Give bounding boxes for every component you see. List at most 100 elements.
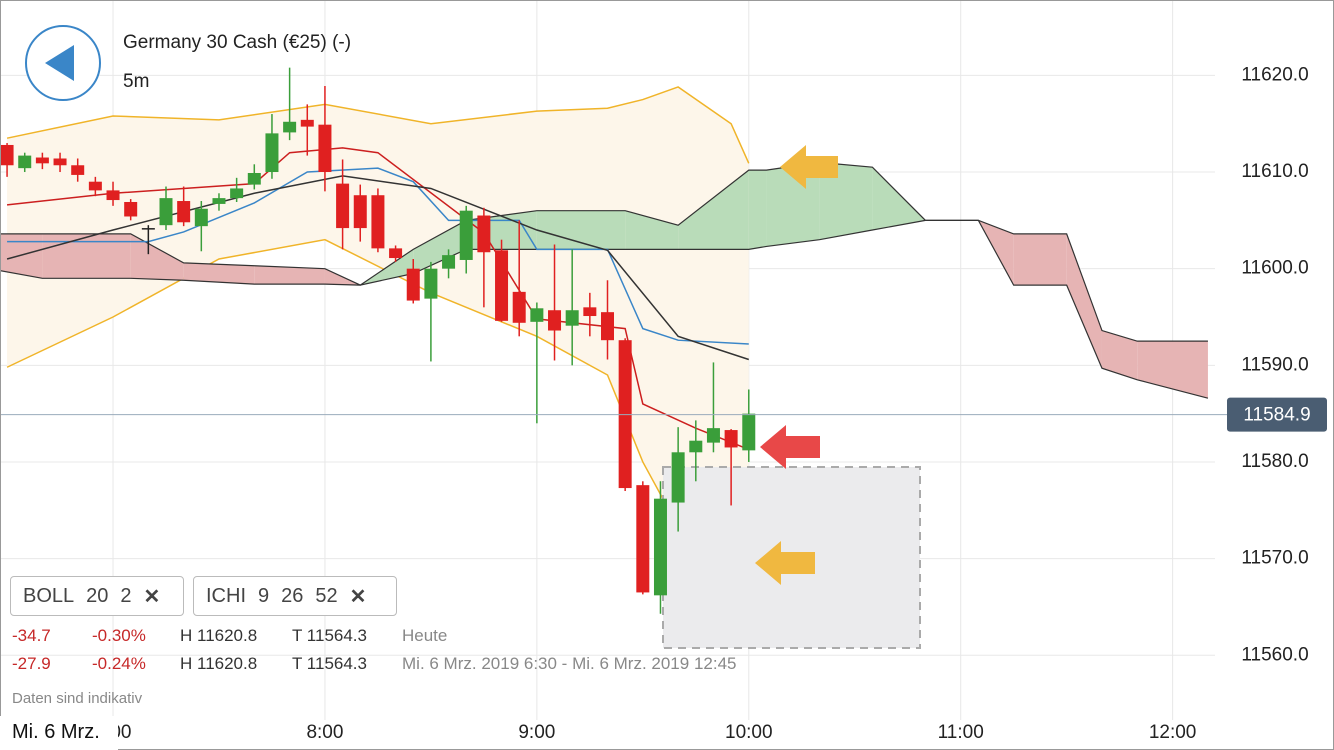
stat-low: T 11564.3 bbox=[292, 626, 367, 645]
back-icon bbox=[45, 45, 74, 81]
stat-change: -34.7 bbox=[12, 626, 51, 645]
indicator-line bbox=[7, 167, 749, 345]
cloud-fill bbox=[536, 210, 626, 250]
candle-body bbox=[159, 198, 173, 226]
candle-body bbox=[601, 312, 614, 341]
date-label: Mi. 6 Mrz. bbox=[0, 716, 118, 750]
candle-body bbox=[177, 201, 191, 223]
candle-body bbox=[459, 210, 473, 260]
y-tick-label: 11610.0 bbox=[1241, 161, 1308, 182]
candle-body bbox=[230, 188, 244, 199]
background-layer bbox=[0, 0, 1215, 720]
close-icon[interactable]: ✕ bbox=[143, 585, 161, 608]
y-tick-label: 11590.0 bbox=[1241, 354, 1308, 375]
indicator-name: BOLL bbox=[23, 584, 75, 607]
candle-body bbox=[424, 268, 438, 299]
price-label-bg bbox=[1227, 397, 1327, 432]
y-tick-label: 11600.0 bbox=[1241, 258, 1308, 279]
cloud-fill bbox=[413, 220, 467, 274]
candle-body bbox=[406, 268, 420, 301]
x-tick-label: 8:00 bbox=[306, 722, 343, 743]
stat-high: H 11620.8 bbox=[180, 626, 258, 645]
candle-body bbox=[636, 485, 650, 593]
candle-body bbox=[318, 124, 332, 173]
stat-period: Mi. 6 Mrz. 2019 6:30 - Mi. 6 Mrz. 2019 1… bbox=[402, 654, 737, 673]
interval: 5m bbox=[123, 71, 149, 92]
candle-body bbox=[353, 195, 367, 229]
candle-body bbox=[671, 452, 685, 503]
indicator-param: 2 bbox=[120, 584, 132, 607]
close-icon[interactable]: ✕ bbox=[349, 585, 367, 608]
cloud-fill bbox=[183, 262, 255, 285]
candle-body bbox=[689, 440, 703, 453]
cloud-fill bbox=[0, 233, 43, 279]
candle-body bbox=[371, 195, 385, 249]
cloud-fill bbox=[625, 210, 679, 250]
stat-change: -27.9 bbox=[12, 654, 51, 673]
arrow bbox=[780, 145, 838, 189]
cloud-fill bbox=[1066, 233, 1102, 369]
cloud-fill bbox=[678, 170, 749, 250]
title: Germany 30 Cash (€25) (-) bbox=[123, 32, 351, 53]
candle-body bbox=[18, 155, 32, 169]
candle-body bbox=[706, 428, 720, 443]
candle-body bbox=[71, 165, 85, 175]
candle-body bbox=[336, 183, 350, 229]
cloud-fill bbox=[254, 265, 325, 285]
stat-high: H 11620.8 bbox=[180, 654, 258, 673]
y-tick-label: 11580.0 bbox=[1241, 451, 1308, 472]
candle-body bbox=[106, 190, 120, 201]
candle-body bbox=[141, 228, 155, 230]
x-tick-label: 10:00 bbox=[725, 722, 773, 743]
x-tick-label: 9:00 bbox=[518, 722, 555, 743]
x-tick-label: 12:00 bbox=[1149, 722, 1197, 743]
indicator-chip[interactable]: BOLL 20 2 ✕ bbox=[10, 576, 184, 616]
y-tick-label: 11620.0 bbox=[1241, 64, 1308, 85]
candle-body bbox=[512, 291, 526, 323]
band-fill bbox=[7, 86, 749, 560]
indicator-param: 26 bbox=[281, 584, 304, 607]
candle-body bbox=[53, 158, 67, 166]
stat-percent: -0.24% bbox=[92, 654, 146, 673]
candle-body bbox=[548, 310, 562, 331]
y-tick-label: 11560.0 bbox=[1241, 644, 1308, 665]
cloud-fill bbox=[819, 162, 873, 240]
indicator-param: 20 bbox=[86, 584, 109, 607]
candle-body bbox=[565, 310, 579, 326]
x-tick-label: 11:00 bbox=[938, 722, 984, 743]
cloud-fill bbox=[130, 233, 184, 281]
candle-body bbox=[300, 119, 314, 127]
candle-body bbox=[124, 201, 138, 217]
arrow bbox=[755, 541, 815, 585]
indicator-param: 9 bbox=[258, 584, 270, 607]
stat-period: Heute bbox=[402, 626, 448, 645]
indicator-chip[interactable]: ICHI 9 26 52 ✕ bbox=[193, 576, 397, 616]
indicator-name: ICHI bbox=[206, 584, 246, 607]
foreground-layer: 11560.0 11570.0 11580.0 11590.0 11600.0 11610… bbox=[0, 64, 1327, 743]
cloud-fill bbox=[1101, 330, 1138, 380]
cloud-fill bbox=[1013, 233, 1067, 286]
candle-body bbox=[88, 181, 102, 191]
indicator-param: 52 bbox=[315, 584, 338, 607]
candle-body bbox=[530, 308, 544, 322]
candle-body bbox=[265, 133, 279, 173]
cloud-fill bbox=[42, 233, 131, 279]
candle-body bbox=[283, 121, 297, 133]
candle-body bbox=[724, 430, 738, 448]
arrow bbox=[760, 425, 820, 469]
cloud-fill bbox=[766, 162, 820, 247]
stat-percent: -0.30% bbox=[92, 626, 146, 645]
price-label: 11584.9 bbox=[1243, 405, 1310, 426]
candle-body bbox=[583, 307, 597, 317]
cloud-fill bbox=[748, 170, 767, 250]
candle-body bbox=[653, 498, 667, 596]
candle-body bbox=[194, 208, 208, 227]
cloud-line bbox=[0, 161, 1209, 399]
candle-body bbox=[495, 250, 509, 321]
candle-body bbox=[35, 157, 49, 164]
indicator-line bbox=[6, 147, 750, 451]
candle-body bbox=[247, 172, 261, 185]
candle-body bbox=[742, 413, 756, 451]
candle-body bbox=[0, 144, 14, 166]
